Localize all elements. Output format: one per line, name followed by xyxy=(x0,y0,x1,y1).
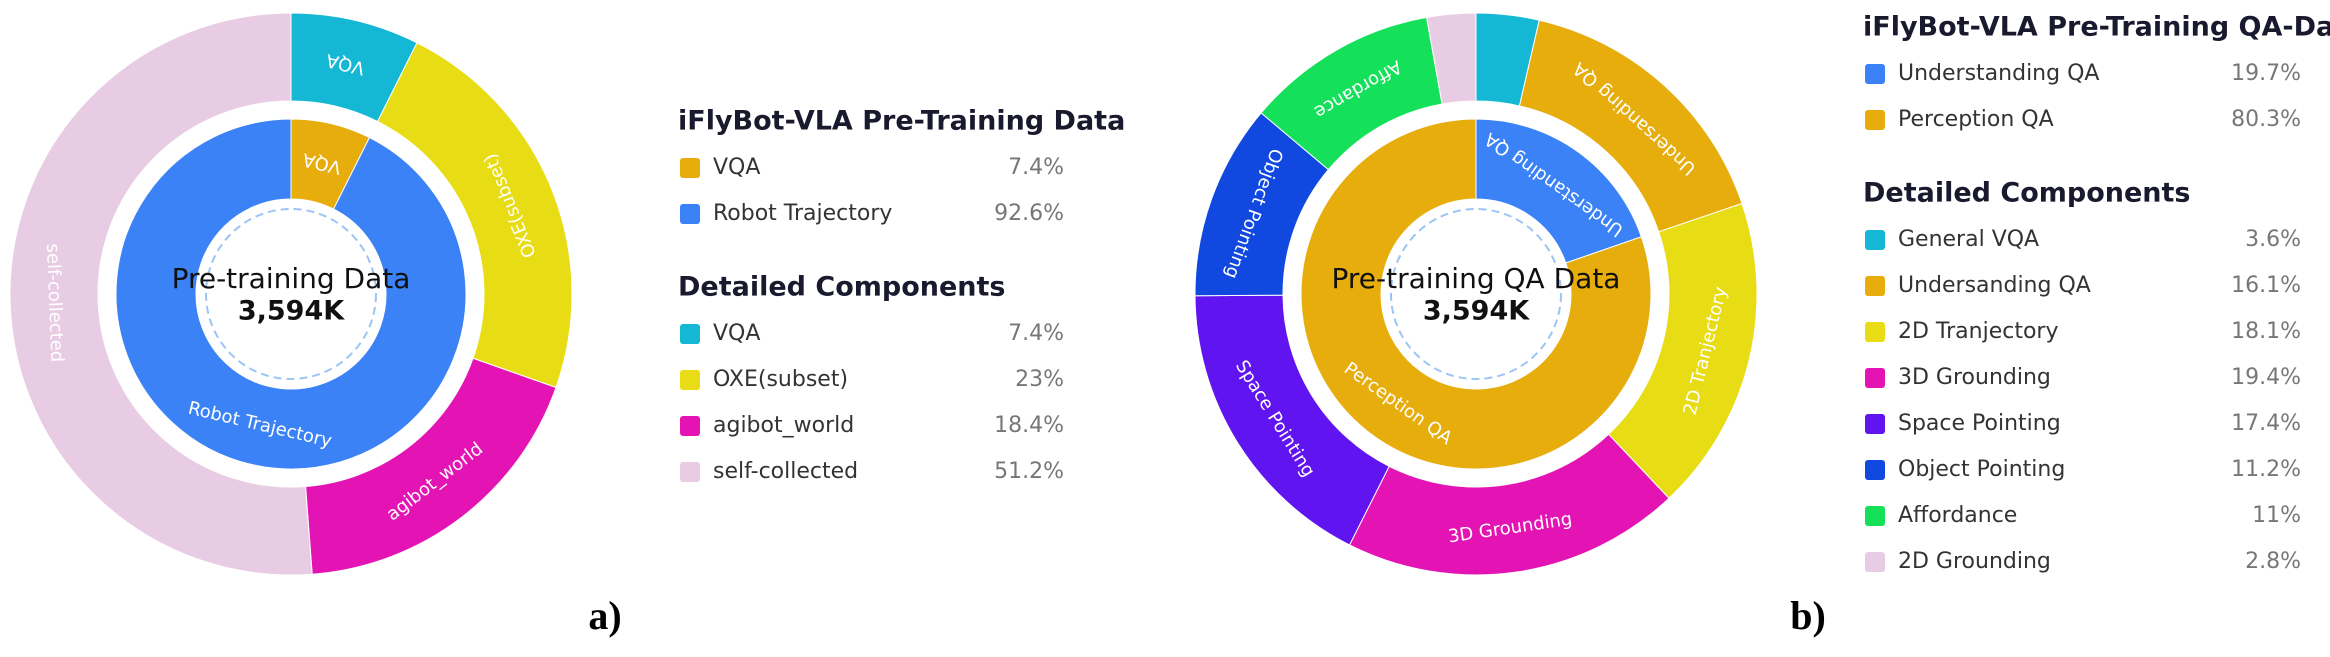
center-value: 3,594K xyxy=(1423,296,1530,327)
legend-swatch xyxy=(680,324,700,344)
legend-swatch xyxy=(1865,276,1885,296)
center-value: 3,594K xyxy=(238,296,345,327)
legend-swatch xyxy=(680,462,700,482)
legend-value: 19.4% xyxy=(2231,365,2301,390)
legend-swatch xyxy=(680,158,700,178)
legend-value: 80.3% xyxy=(2231,107,2301,132)
legend-swatch xyxy=(1865,506,1885,526)
legend-swatch xyxy=(1865,552,1885,572)
ring-segment xyxy=(9,12,313,576)
legend-value: 7.4% xyxy=(1008,155,1064,180)
legend-label: 3D Grounding xyxy=(1898,365,2051,390)
legend-title: iFlyBot-VLA Pre-Training QA-Data xyxy=(1863,12,2330,43)
legend-value: 11% xyxy=(2252,503,2301,528)
panel-label: b) xyxy=(1790,593,1826,638)
legend-label: Understanding QA xyxy=(1898,61,2099,86)
legend-swatch xyxy=(1865,64,1885,84)
legend-swatch xyxy=(1865,460,1885,480)
legend-label: 2D Tranjectory xyxy=(1898,319,2059,344)
legend-swatch xyxy=(1865,414,1885,434)
legend-value: 23% xyxy=(1015,367,1064,392)
ring-segment xyxy=(376,42,573,389)
legend-label: 2D Grounding xyxy=(1898,549,2051,574)
legend-value: 16.1% xyxy=(2231,273,2301,298)
legend-swatch xyxy=(1865,322,1885,342)
legend-label: Object Pointing xyxy=(1898,457,2065,482)
segment-label: self-collected xyxy=(42,243,67,362)
legend-swatch xyxy=(680,416,700,436)
legend-title: Detailed Components xyxy=(678,272,1006,303)
legend-label: Space Pointing xyxy=(1898,411,2061,436)
legend-value: 18.1% xyxy=(2231,319,2301,344)
legend-label: VQA xyxy=(713,321,760,346)
legend-swatch xyxy=(680,204,700,224)
panel-label: a) xyxy=(588,593,621,638)
legend-label: OXE(subset) xyxy=(713,367,848,392)
legend-label: Undersanding QA xyxy=(1898,273,2091,298)
center-disk xyxy=(1381,199,1571,389)
legend-label: General VQA xyxy=(1898,227,2039,252)
legend-value: 92.6% xyxy=(994,201,1064,226)
legend-title: Detailed Components xyxy=(1863,178,2191,209)
legend-label: Robot Trajectory xyxy=(713,201,892,226)
center-ring xyxy=(1390,208,1562,380)
center-disk xyxy=(196,199,386,389)
legend-value: 7.4% xyxy=(1008,321,1064,346)
center-ring xyxy=(205,208,377,380)
legend-value: 2.8% xyxy=(2245,549,2301,574)
legend-label: Perception QA xyxy=(1898,107,2054,132)
legend-title: iFlyBot-VLA Pre-Training Data xyxy=(678,106,1125,137)
legend-swatch xyxy=(680,370,700,390)
legend-label: agibot_world xyxy=(713,413,854,438)
legend-label: VQA xyxy=(713,155,760,180)
legend-swatch xyxy=(1865,368,1885,388)
legend-label: Affordance xyxy=(1898,503,2017,528)
legend-swatch xyxy=(1865,110,1885,130)
center-title: Pre-training QA Data xyxy=(1332,262,1621,295)
legend-swatch xyxy=(1865,230,1885,250)
legend-value: 3.6% xyxy=(2245,227,2301,252)
legend-value: 19.7% xyxy=(2231,61,2301,86)
legend-value: 11.2% xyxy=(2231,457,2301,482)
legend-value: 17.4% xyxy=(2231,411,2301,436)
legend-label: self-collected xyxy=(713,459,858,484)
center-title: Pre-training Data xyxy=(172,262,411,295)
legend-value: 51.2% xyxy=(994,459,1064,484)
ring-segment xyxy=(1426,12,1477,105)
legend-value: 18.4% xyxy=(994,413,1064,438)
